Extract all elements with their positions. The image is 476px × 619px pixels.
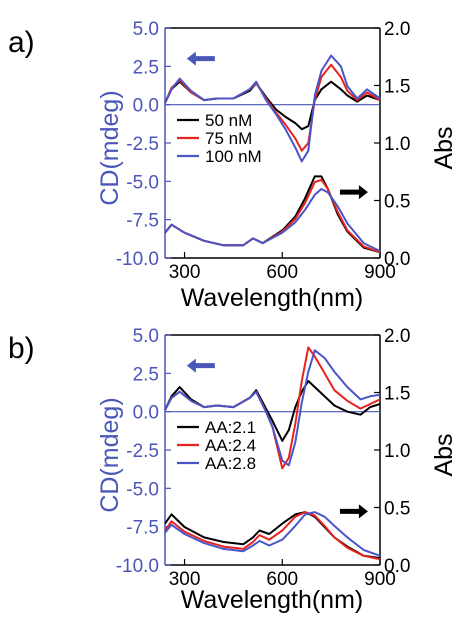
y-tick-label-left: -7.5 [126,211,159,232]
series-line-cd-100-nm [164,54,381,163]
panel-label: b) [8,332,35,365]
y-tick-label-right: 2.0 [384,19,410,40]
legend: 50 nM 75 nM 100 nM [205,111,262,166]
x-tick-label: 300 [169,262,201,283]
y-tick-label-left: -10.0 [116,249,159,270]
x-tick-label: 600 [266,262,298,283]
axis-indicator-arrow-left-icon [186,358,215,373]
y-tick-label-left: 0.0 [133,403,159,424]
y-tick-label-right: 1.0 [384,441,410,462]
panel-b: b) CD(mdeg) Abs Wavelength(nm) 5.0 2.5 0… [8,326,458,614]
y-tick-label-left: 2.5 [133,57,159,78]
legend-label: AA:2.8 [205,454,256,473]
right-tick-labels: 2.0 1.5 1.0 0.5 0.0 [384,326,410,577]
y-tick-label-left: 5.0 [133,19,159,40]
x-axis-label: Wavelength(nm) [181,586,363,614]
y-tick-label-left: 0.0 [133,96,159,117]
legend-label: 100 nM [205,147,262,166]
x-tick-label: 600 [266,569,298,590]
axis-indicator-arrow-right-icon [339,504,368,519]
y-tick-label-right: 1.5 [384,384,410,405]
legend-label: 75 nM [205,129,252,148]
y-tick-label-right: 1.5 [384,77,410,98]
legend: AA:2.1 AA:2.4 AA:2.8 [205,418,256,473]
left-tick-labels: 5.0 2.5 0.0 -2.5 -5.0 -7.5 -10.0 [116,19,159,270]
series-line-abs-aa-2-4 [164,511,381,561]
y-tick-label-left: 5.0 [133,326,159,347]
x-tick-labels: 300 600 900 [169,262,396,283]
series-line-abs-aa-2-8 [164,511,381,557]
x-axis-label: Wavelength(nm) [181,284,363,312]
y-tick-label-left: -5.0 [126,479,159,500]
legend-label: 50 nM [205,111,252,130]
series-line-cd-aa-2-8 [164,349,381,467]
y-tick-label-right: 1.0 [384,134,410,155]
y-axis-label-right: Abs [430,433,458,476]
x-tick-labels: 300 600 900 [169,569,396,590]
axis-indicator-arrow-left-icon [186,51,215,66]
x-tick-label: 900 [364,262,396,283]
x-tick-label: 300 [169,569,201,590]
series-line-abs-50-nm [164,175,381,254]
series-line-cd-50-nm [164,80,381,131]
y-axis-label-left: CD(mdeg) [96,90,124,205]
y-axis-label-right: Abs [430,126,458,169]
chart-marks [164,27,381,259]
y-axis-label-left: CD(mdeg) [96,397,124,512]
y-tick-label-right: 0.0 [384,249,410,270]
y-tick-label-right: 0.0 [384,556,410,577]
left-tick-labels: 5.0 2.5 0.0 -2.5 -5.0 -7.5 -10.0 [116,326,159,577]
chart-marks [164,334,381,566]
y-tick-label-left: -5.0 [126,172,159,193]
y-tick-label-left: -7.5 [126,518,159,539]
legend-label: AA:2.4 [205,436,256,455]
right-tick-labels: 2.0 1.5 1.0 0.5 0.0 [384,19,410,270]
series-line-abs-aa-2-1 [164,511,381,560]
y-tick-label-left: 2.5 [133,364,159,385]
y-tick-label-right: 0.5 [384,499,410,520]
y-tick-label-left: -10.0 [116,556,159,577]
y-tick-label-right: 2.0 [384,326,410,347]
series-line-cd-aa-2-1 [164,380,381,442]
x-tick-label: 900 [364,569,396,590]
y-tick-label-right: 0.5 [384,192,410,213]
panel-a: a) CD(mdeg) Abs Wavelength(nm) 5.0 2.5 0… [8,19,458,312]
series-line-abs-100-nm [164,188,381,252]
y-tick-label-left: -2.5 [126,441,159,462]
panel-label: a) [8,26,35,59]
y-tick-label-left: -2.5 [126,134,159,155]
axis-indicator-arrow-right-icon [339,185,368,200]
legend-label: AA:2.1 [205,418,256,437]
